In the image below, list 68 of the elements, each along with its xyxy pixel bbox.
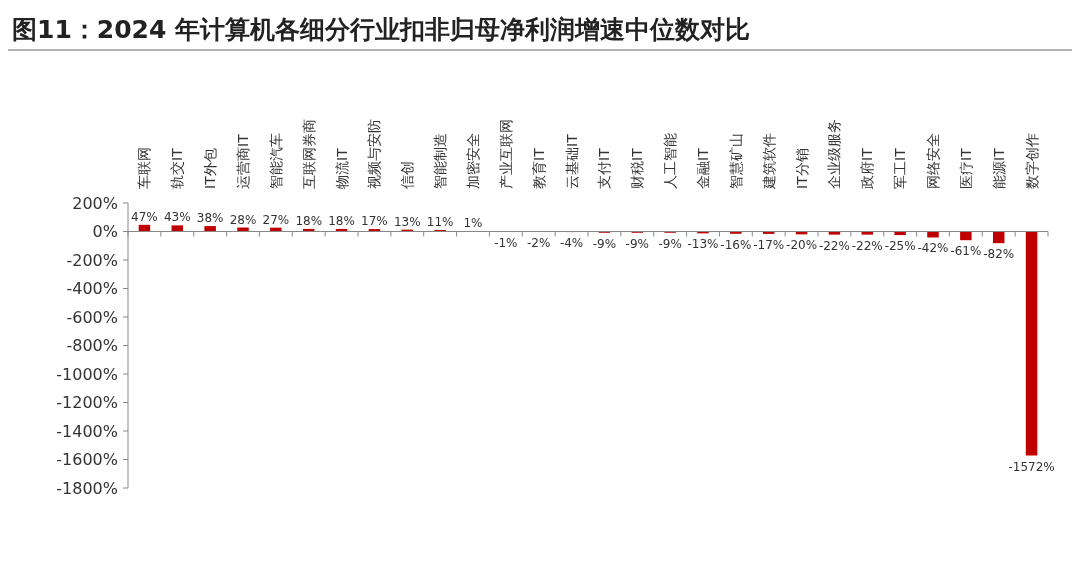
data-label: -16% <box>720 237 752 252</box>
y-tick-label: -1200% <box>56 393 118 413</box>
data-label: -9% <box>592 236 617 251</box>
data-label: -82% <box>983 247 1015 262</box>
x-tick-label: 云基础IT <box>563 133 580 189</box>
x-tick-label: 教育IT <box>530 147 547 189</box>
data-label: -25% <box>884 239 916 254</box>
x-tick-label: 运营商IT <box>235 133 251 189</box>
y-tick-label: 200% <box>72 193 118 213</box>
data-label: -4% <box>559 236 584 251</box>
x-tick-label: IT外包 <box>202 148 219 189</box>
x-tick-label: 车联网 <box>136 147 153 189</box>
x-tick-label: 军工IT <box>892 147 909 189</box>
x-tick-label: 视频与安防 <box>366 119 383 189</box>
data-label: 27% <box>262 212 290 227</box>
x-tick-label: 信创 <box>399 161 416 189</box>
data-label: -22% <box>851 238 883 253</box>
data-label: -13% <box>687 237 719 252</box>
x-tick-label: 智慧矿山 <box>727 133 744 189</box>
x-tick-label: 支付IT <box>596 147 613 189</box>
x-tick-label: 能源IT <box>990 147 1007 189</box>
x-tick-label: 医疗IT <box>957 147 974 189</box>
x-tick-label: 物流IT <box>333 147 350 189</box>
x-tick-label: 互联网券商 <box>300 119 317 189</box>
x-tick-label: 金融IT <box>695 147 711 189</box>
y-tick-label: -1000% <box>56 364 118 384</box>
x-tick-label: 政府IT <box>859 147 876 189</box>
x-tick-label: 数字创作 <box>1023 133 1040 189</box>
y-tick-label: -200% <box>66 250 118 270</box>
x-tick-label: 轨交IT <box>169 147 186 189</box>
y-tick-label: -400% <box>66 279 118 299</box>
x-tick-label: 企业级服务 <box>826 119 843 189</box>
y-tick-label: -800% <box>66 336 118 356</box>
data-label: -20% <box>786 238 818 253</box>
data-label: 13% <box>393 214 421 229</box>
data-label: -22% <box>818 238 850 253</box>
chart-title: 图11：2024 年计算机各细分行业扣非归母净利润增速中位数对比 <box>12 15 751 44</box>
y-tick-label: -1600% <box>56 450 118 470</box>
data-label: -61% <box>950 244 982 259</box>
data-label: -9% <box>658 236 682 251</box>
data-label: -1572% <box>1008 459 1055 474</box>
data-label: 47% <box>131 209 158 224</box>
data-label: -42% <box>917 241 949 256</box>
data-label: -9% <box>625 236 649 251</box>
data-label: 38% <box>196 211 224 226</box>
data-label: 18% <box>295 213 323 228</box>
x-tick-label: 建筑软件 <box>760 133 777 190</box>
x-tick-label: 智能汽车 <box>267 133 284 189</box>
x-tick-label: 智能制造 <box>432 133 449 189</box>
y-tick-label: -1800% <box>56 478 118 498</box>
x-tick-label: 产业互联网 <box>497 119 514 189</box>
data-label: 17% <box>361 214 388 229</box>
data-label: -17% <box>753 237 785 252</box>
data-label: 1% <box>463 216 483 231</box>
y-tick-label: -600% <box>66 307 118 327</box>
data-label: 43% <box>163 210 191 225</box>
data-label: 11% <box>426 214 454 229</box>
x-tick-label: 人工智能 <box>662 133 679 189</box>
data-label: -1% <box>494 235 518 250</box>
y-tick-label: 0% <box>92 222 118 242</box>
x-tick-label: 网络安全 <box>925 133 941 189</box>
data-label: -2% <box>527 235 551 250</box>
x-tick-label: 加密安全 <box>465 133 481 189</box>
data-label: 28% <box>229 212 257 227</box>
data-label: 18% <box>328 213 355 228</box>
x-tick-label: 财税IT <box>629 147 646 189</box>
y-tick-label: -1400% <box>56 421 118 441</box>
x-tick-label: IT分销 <box>793 148 810 189</box>
